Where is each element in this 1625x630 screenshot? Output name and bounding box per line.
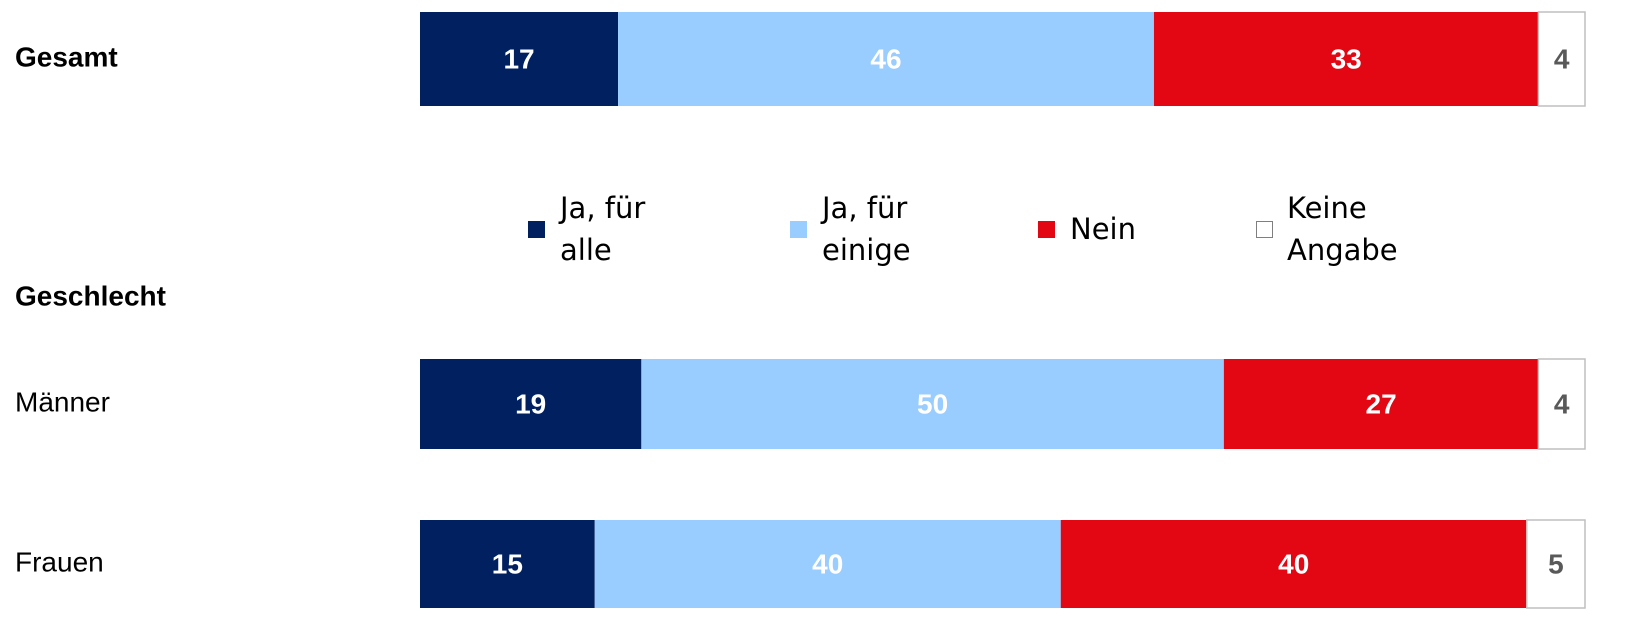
value-label: 27 [1366,388,1397,419]
legend-swatch [790,221,807,238]
value-label: 40 [1278,548,1309,579]
value-label: 46 [870,43,901,74]
category-label: Gesamt [15,41,118,72]
value-label: 33 [1331,43,1362,74]
bar-segment [594,520,1061,608]
legend-swatch [1256,221,1273,238]
category-label: Männer [15,386,110,417]
bar-segment [1537,358,1586,450]
legend-label: Nein [1070,212,1136,246]
bar-segment [1153,12,1539,106]
legend-label: Ja, für alle [560,191,646,267]
value-label: 19 [515,388,546,419]
value-label: 50 [917,388,948,419]
category-label: Frauen [15,546,104,577]
bar-segment [618,12,1154,106]
value-label: 17 [503,43,534,74]
bar-segment [641,359,1224,449]
legend-swatch [1038,221,1055,238]
bar-segment [1526,519,1586,609]
bar-segment [1060,520,1527,608]
bar-segment [420,12,619,106]
value-label: 5 [1548,548,1564,579]
bar-segment [1223,359,1539,449]
value-label: 4 [1554,388,1570,419]
legend-swatch [528,221,545,238]
value-label: 40 [812,548,843,579]
value-label: 15 [492,548,523,579]
legend-label: Keine Angabe [1287,191,1398,267]
bar-segment [420,359,642,449]
bar-segment [420,520,595,608]
bar-segment [1537,11,1586,107]
group-label: Geschlecht [15,280,166,311]
value-label: 4 [1554,43,1570,74]
legend-label: Ja, für einige [822,191,911,267]
